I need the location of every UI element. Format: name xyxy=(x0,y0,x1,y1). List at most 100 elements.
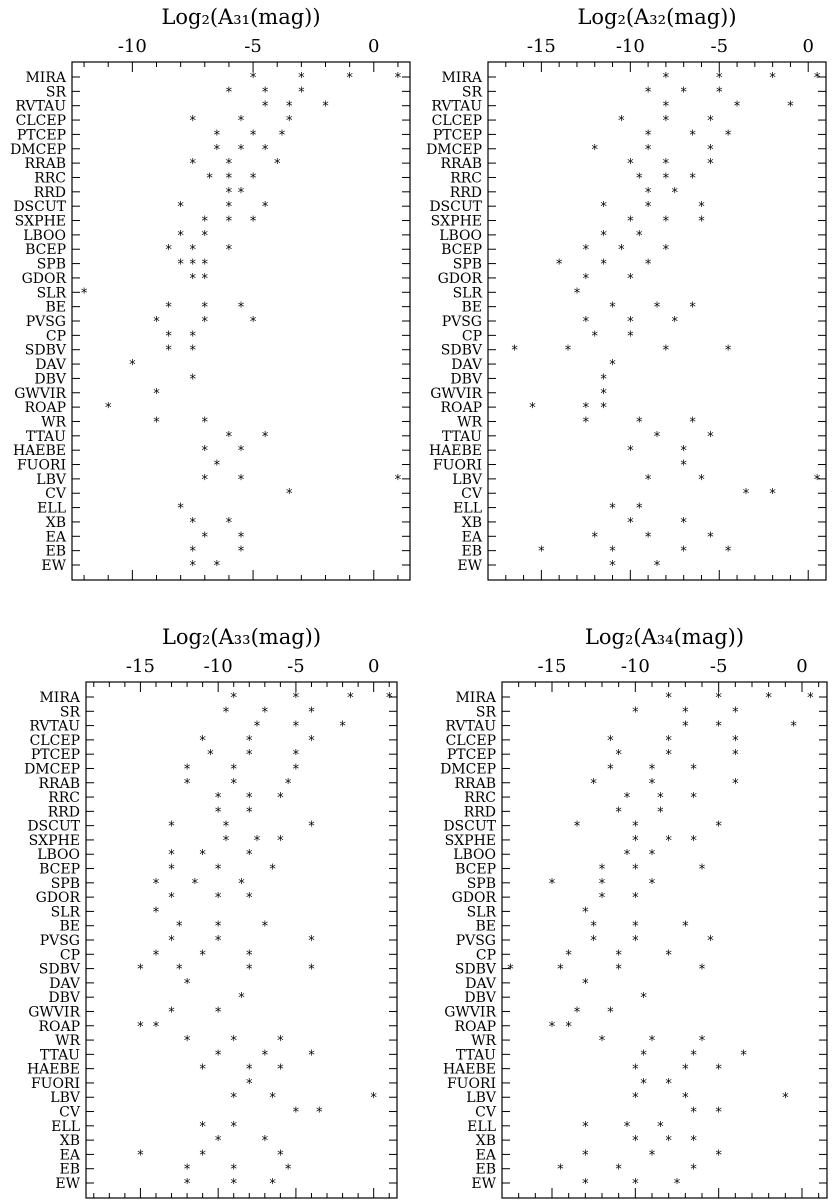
data-point: * xyxy=(814,473,821,488)
data-point: * xyxy=(176,920,183,935)
data-point: * xyxy=(214,143,221,158)
category-label: DSCUT xyxy=(13,199,66,215)
data-point: * xyxy=(583,315,590,330)
data-point: * xyxy=(600,387,607,402)
data-point: * xyxy=(153,1020,160,1035)
data-point: * xyxy=(649,777,656,792)
data-point: * xyxy=(199,1063,206,1078)
category-label: BE xyxy=(475,919,496,935)
category-label: EA xyxy=(476,1147,497,1163)
data-point: * xyxy=(725,344,732,359)
data-point: * xyxy=(105,401,112,416)
data-point: * xyxy=(293,748,300,763)
category-label: SR xyxy=(476,704,497,720)
data-point: * xyxy=(632,1134,639,1149)
data-point: * xyxy=(346,71,353,86)
data-point: * xyxy=(599,1034,606,1049)
category-label: DMCEP xyxy=(10,142,66,158)
data-point: * xyxy=(137,1148,144,1163)
data-point: * xyxy=(663,71,670,86)
data-point: * xyxy=(202,530,209,545)
category-label: DMCEP xyxy=(426,142,482,158)
data-point: * xyxy=(640,1048,647,1063)
data-point: * xyxy=(715,720,722,735)
data-point: * xyxy=(226,186,233,201)
category-label: SPB xyxy=(467,876,496,892)
plot-frame xyxy=(487,61,827,581)
data-point: * xyxy=(599,891,606,906)
data-point: * xyxy=(657,805,664,820)
data-point: * xyxy=(269,863,276,878)
data-point: * xyxy=(215,863,222,878)
category-label: PTCEP xyxy=(447,747,496,763)
data-point: * xyxy=(716,85,723,100)
data-point: * xyxy=(184,1177,191,1192)
data-point: * xyxy=(599,877,606,892)
data-point: * xyxy=(627,444,634,459)
data-point: * xyxy=(732,748,739,763)
data-point: * xyxy=(632,834,639,849)
data-point: * xyxy=(591,530,598,545)
data-point: * xyxy=(177,258,184,273)
data-point: * xyxy=(649,1148,656,1163)
data-point: * xyxy=(690,762,697,777)
category-label: SPB xyxy=(37,257,66,273)
data-point: * xyxy=(262,430,269,445)
data-point: * xyxy=(215,920,222,935)
x-tick-label: -5 xyxy=(287,656,305,677)
category-label: RRAB xyxy=(441,156,482,172)
category-label: LBV xyxy=(466,1090,497,1106)
category-label: CLCEP xyxy=(446,733,496,749)
data-point: * xyxy=(557,1163,564,1178)
data-point: * xyxy=(698,215,705,230)
category-label: SLR xyxy=(51,904,81,920)
data-point: * xyxy=(538,545,545,560)
data-point: * xyxy=(707,157,714,172)
category-label: DMCEP xyxy=(24,761,80,777)
category-label: GWVIR xyxy=(14,386,66,402)
category-label: EA xyxy=(60,1147,81,1163)
data-point: * xyxy=(632,934,639,949)
data-point: * xyxy=(663,114,670,129)
data-point: * xyxy=(654,559,661,574)
data-point: * xyxy=(591,329,598,344)
data-point: * xyxy=(202,301,209,316)
category-label: CP xyxy=(60,947,80,963)
data-point: * xyxy=(682,705,689,720)
data-point: * xyxy=(636,415,643,430)
category-label: DBV xyxy=(464,990,497,1006)
data-point: * xyxy=(189,157,196,172)
panel-title: Log₂(A₃₂(mag)) xyxy=(577,5,736,29)
plot-frame xyxy=(71,61,411,581)
data-point: * xyxy=(189,372,196,387)
data-point: * xyxy=(632,863,639,878)
category-label: CP xyxy=(462,328,482,344)
data-point: * xyxy=(250,171,257,186)
data-point: * xyxy=(549,1020,556,1035)
panel-4: Log₂(A₃₄(mag))-15 -10 -5 0MIRASRRVTAUCLCEPP… xyxy=(440,625,828,1199)
data-point: * xyxy=(226,243,233,258)
data-point: * xyxy=(230,1034,237,1049)
category-label: DSCUT xyxy=(443,819,496,835)
data-point: * xyxy=(583,401,590,416)
category-label: DSCUT xyxy=(27,819,80,835)
data-point: * xyxy=(308,734,315,749)
panel-title: Log₂(A₃₁(mag)) xyxy=(161,5,320,29)
data-point: * xyxy=(615,948,622,963)
data-point: * xyxy=(674,1177,681,1192)
category-label: LBV xyxy=(50,1090,81,1106)
category-label: SR xyxy=(462,84,483,100)
data-point: * xyxy=(725,545,732,560)
data-point: * xyxy=(680,85,687,100)
category-label: BCEP xyxy=(441,242,482,258)
category-label: CLCEP xyxy=(30,733,80,749)
data-point: * xyxy=(665,948,672,963)
data-point: * xyxy=(189,559,196,574)
category-label: SPB xyxy=(453,257,482,273)
data-point: * xyxy=(199,1120,206,1135)
data-point: * xyxy=(590,934,597,949)
x-tick-label: -10 xyxy=(621,656,650,677)
data-point: * xyxy=(298,85,305,100)
data-point: * xyxy=(215,934,222,949)
data-point: * xyxy=(230,1120,237,1135)
